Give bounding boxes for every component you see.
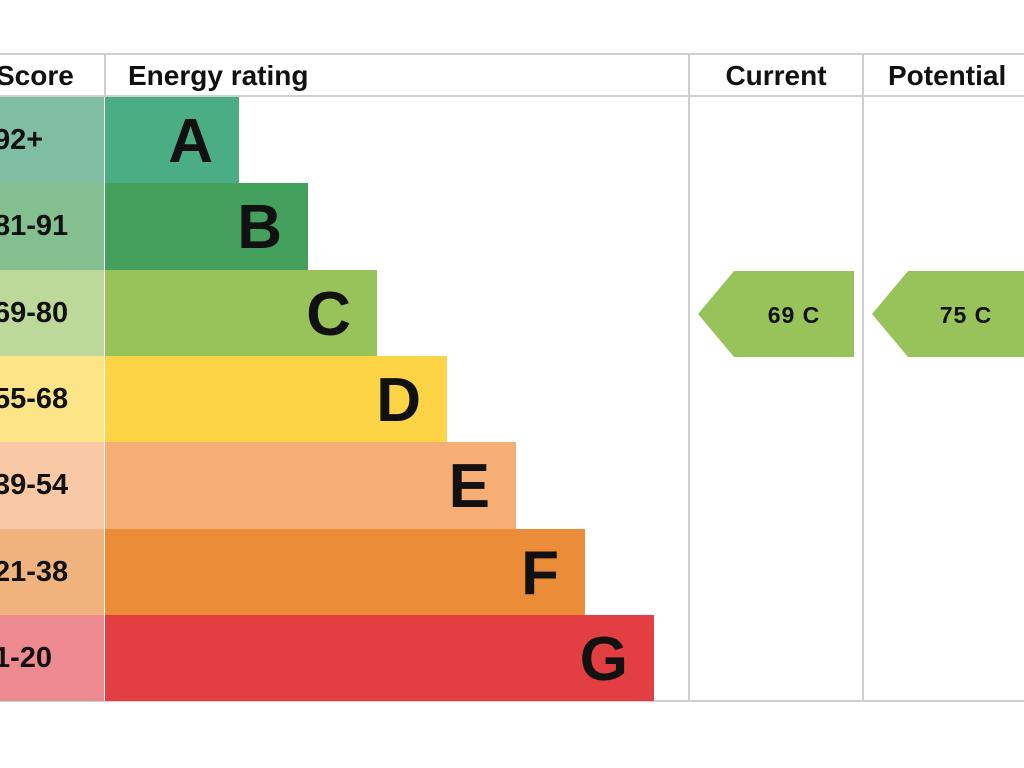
rating-band-a: A bbox=[105, 97, 239, 183]
current-rating-arrow: 69 C bbox=[698, 271, 854, 357]
rating-letter-d: D bbox=[376, 366, 421, 435]
rating-band-c: C bbox=[105, 270, 377, 356]
current-arrow-shape bbox=[698, 271, 854, 357]
score-range-a: 92+ bbox=[0, 97, 104, 183]
header-divider bbox=[0, 95, 1024, 97]
current-rating-label: 69 C bbox=[767, 302, 821, 328]
score-range-d: 55-68 bbox=[0, 356, 104, 442]
potential-column-header: Potential bbox=[888, 60, 1007, 91]
score-column-header: Score bbox=[0, 60, 74, 91]
rating-band-d: D bbox=[105, 356, 447, 442]
score-range-g: 1-20 bbox=[0, 615, 104, 701]
table-top-border bbox=[0, 53, 1024, 55]
score-range-b: 81-91 bbox=[0, 183, 104, 270]
score-column-divider bbox=[104, 53, 106, 97]
rating-band-b: B bbox=[105, 183, 308, 270]
current-column-divider bbox=[688, 53, 690, 702]
rating-letter-e: E bbox=[448, 452, 490, 521]
rating-letter-b: B bbox=[237, 193, 282, 262]
potential-column-divider bbox=[862, 53, 864, 702]
score-range-f: 21-38 bbox=[0, 529, 104, 615]
rating-letter-g: G bbox=[579, 625, 628, 694]
table-bottom-border bbox=[0, 700, 1024, 702]
score-range-e: 39-54 bbox=[0, 442, 104, 529]
potential-rating-label: 75 C bbox=[939, 302, 993, 328]
energy-rating-column-header: Energy rating bbox=[128, 60, 309, 91]
potential-arrow-shape bbox=[872, 271, 1024, 357]
rating-band-e: E bbox=[105, 442, 516, 529]
rating-letter-c: C bbox=[306, 280, 351, 349]
rating-letter-a: A bbox=[168, 107, 213, 176]
score-range-c: 69-80 bbox=[0, 270, 104, 356]
current-column-header: Current bbox=[725, 60, 827, 91]
rating-band-f: F bbox=[105, 529, 585, 615]
rating-band-g: G bbox=[105, 615, 654, 701]
potential-rating-arrow: 75 C bbox=[872, 271, 1024, 357]
rating-letter-f: F bbox=[521, 539, 559, 608]
